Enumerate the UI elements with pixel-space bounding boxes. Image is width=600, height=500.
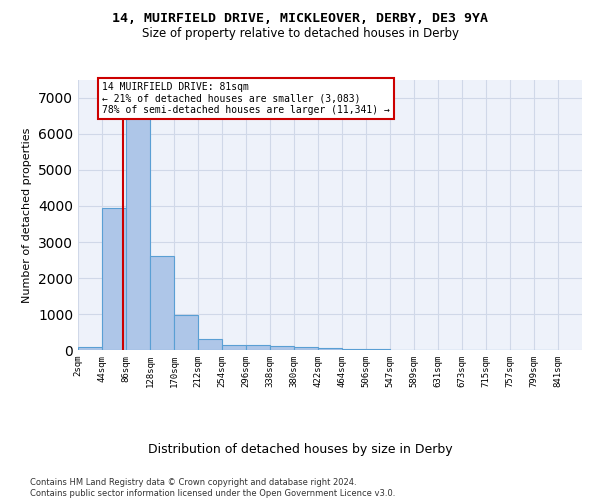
Text: 14, MUIRFIELD DRIVE, MICKLEOVER, DERBY, DE3 9YA: 14, MUIRFIELD DRIVE, MICKLEOVER, DERBY, … (112, 12, 488, 26)
Text: Size of property relative to detached houses in Derby: Size of property relative to detached ho… (142, 28, 458, 40)
Bar (342, 349, 367, 350)
Bar (150, 256, 174, 350)
Bar (318, 348, 342, 350)
Bar (246, 346, 270, 350)
Text: 14 MUIRFIELD DRIVE: 81sqm
← 21% of detached houses are smaller (3,083)
78% of se: 14 MUIRFIELD DRIVE: 81sqm ← 21% of detac… (102, 82, 390, 115)
Bar (78, 348, 102, 350)
Bar (174, 316, 198, 350)
Text: Contains HM Land Registry data © Crown copyright and database right 2024.
Contai: Contains HM Land Registry data © Crown c… (30, 478, 395, 498)
Text: Distribution of detached houses by size in Derby: Distribution of detached houses by size … (148, 442, 452, 456)
Bar (222, 345, 246, 350)
Bar (270, 346, 294, 350)
Bar (198, 339, 222, 350)
Y-axis label: Number of detached properties: Number of detached properties (22, 128, 32, 302)
Bar (102, 208, 126, 350)
Bar (126, 113, 150, 350)
Bar (294, 347, 318, 350)
